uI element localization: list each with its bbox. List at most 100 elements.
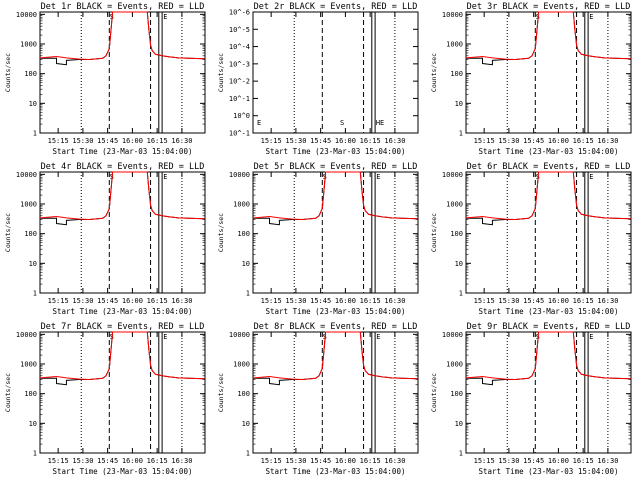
y-tick-label: 1 <box>459 290 463 298</box>
x-tick-label: 15:30 <box>285 297 306 305</box>
lld-series-line <box>465 331 632 381</box>
x-tick-label: 16:00 <box>122 297 143 305</box>
y-tick-label: 10 <box>455 260 463 268</box>
panel-title: Det 1r BLACK = Events, RED = LLD <box>41 2 205 12</box>
y-tick-label: 10^0 <box>233 112 250 120</box>
y-tick-label: 10 <box>242 420 250 428</box>
x-tick-label: 15:45 <box>97 457 118 465</box>
y-tick-label: 10 <box>29 420 37 428</box>
detector-panel: Det 5r BLACK = Events, RED = LLD Counts/s… <box>217 162 419 316</box>
detector-panel: Det 7r BLACK = Events, RED = LLD Counts/s… <box>4 322 206 476</box>
panel-title: Det 3r BLACK = Events, RED = LLD <box>467 2 631 12</box>
y-tick-label: 100 <box>24 390 37 398</box>
plot-frame <box>39 11 206 134</box>
lld-series-line <box>465 171 632 221</box>
y-tick-label: 10 <box>242 260 250 268</box>
x-tick-label: 16:30 <box>384 457 405 465</box>
x-tick-label: 16:30 <box>384 137 405 145</box>
detector-panel: Det 2r BLACK = Events, RED = LLD Counts/s… <box>217 2 419 156</box>
x-tick-label: 16:00 <box>548 137 569 145</box>
x-axis-label: Start Time (23-Mar-03 15:04:00) <box>266 307 406 316</box>
y-tick-label: 1 <box>246 290 250 298</box>
plot-frame <box>252 171 419 294</box>
lld-series-line <box>39 171 206 221</box>
plot-frame <box>39 171 206 294</box>
marker-letter: E <box>257 119 261 127</box>
y-tick-label: 1000 <box>233 361 250 369</box>
marker-letter: E <box>163 13 167 21</box>
x-tick-label: 15:45 <box>310 457 331 465</box>
y-axis-label: Counts/sec <box>430 53 438 92</box>
y-tick-label: 10000 <box>16 11 37 19</box>
y-tick-label: 10000 <box>229 331 250 339</box>
x-tick-label: 15:30 <box>285 457 306 465</box>
plot-frame <box>465 11 632 134</box>
x-tick-label: 15:45 <box>97 137 118 145</box>
x-tick-label: 15:45 <box>310 297 331 305</box>
y-tick-label: 10^-1 <box>229 95 250 103</box>
plot-frame <box>252 331 419 454</box>
events-series-line <box>466 11 632 66</box>
y-tick-label: 1 <box>33 290 37 298</box>
y-tick-label: 10^-5 <box>229 26 250 34</box>
x-tick-label: 15:30 <box>72 297 93 305</box>
x-tick-label: 15:30 <box>285 137 306 145</box>
y-tick-label: 10^-2 <box>229 78 250 86</box>
x-tick-label: 16:00 <box>548 457 569 465</box>
x-tick-label: 15:15 <box>48 457 69 465</box>
marker-letter: E <box>376 333 380 341</box>
y-tick-label: 10^-1 <box>229 130 250 138</box>
marker-letter: E <box>589 333 593 341</box>
x-tick-label: 16:30 <box>171 137 192 145</box>
x-tick-label: 16:15 <box>360 137 381 145</box>
y-axis-label: Counts/sec <box>4 53 12 92</box>
lld-series-line <box>39 11 206 61</box>
y-tick-label: 100 <box>237 390 250 398</box>
y-tick-label: 10^-4 <box>229 43 250 51</box>
y-axis-label: Counts/sec <box>217 53 225 92</box>
y-tick-label: 1 <box>33 450 37 458</box>
plot-frame <box>465 171 632 294</box>
x-tick-label: 15:30 <box>498 137 519 145</box>
lld-series-line <box>252 331 419 381</box>
panel-title: Det 6r BLACK = Events, RED = LLD <box>467 162 631 172</box>
y-axis-label: Counts/sec <box>217 373 225 412</box>
panel-title: Det 9r BLACK = Events, RED = LLD <box>467 322 631 332</box>
x-tick-label: 15:15 <box>48 297 69 305</box>
lld-series-line <box>252 171 419 221</box>
y-tick-label: 1 <box>246 450 250 458</box>
x-tick-label: 15:15 <box>261 137 282 145</box>
plot-frame <box>465 331 632 454</box>
x-tick-label: 16:00 <box>335 457 356 465</box>
events-series-line <box>466 331 632 386</box>
x-tick-label: 16:15 <box>147 137 168 145</box>
y-axis-label: Counts/sec <box>217 213 225 252</box>
panel-title: Det 8r BLACK = Events, RED = LLD <box>254 322 418 332</box>
y-tick-label: 1000 <box>20 201 37 209</box>
panel-title: Det 2r BLACK = Events, RED = LLD <box>254 2 418 12</box>
x-tick-label: 16:15 <box>573 297 594 305</box>
y-tick-label: 1 <box>33 130 37 138</box>
detector-panel: Det 3r BLACK = Events, RED = LLD Counts/s… <box>430 2 632 156</box>
x-axis-label: Start Time (23-Mar-03 15:04:00) <box>479 307 619 316</box>
detector-panel: Det 1r BLACK = Events, RED = LLD Counts/s… <box>4 2 206 156</box>
x-axis-label: Start Time (23-Mar-03 15:04:00) <box>266 467 406 476</box>
x-tick-label: 15:15 <box>48 137 69 145</box>
lld-series-line <box>465 11 632 61</box>
events-series-line <box>466 171 632 226</box>
detector-panel: Det 4r BLACK = Events, RED = LLD Counts/s… <box>4 162 206 316</box>
y-tick-label: 1000 <box>20 361 37 369</box>
y-tick-label: 100 <box>450 390 463 398</box>
x-tick-label: 15:15 <box>261 297 282 305</box>
x-axis-label: Start Time (23-Mar-03 15:04:00) <box>53 147 193 156</box>
plot-frame <box>39 331 206 454</box>
x-tick-label: 16:30 <box>384 297 405 305</box>
x-tick-label: 16:00 <box>122 457 143 465</box>
y-tick-label: 10000 <box>229 171 250 179</box>
x-tick-label: 16:30 <box>171 457 192 465</box>
x-tick-label: 16:00 <box>122 137 143 145</box>
panel-title: Det 5r BLACK = Events, RED = LLD <box>254 162 418 172</box>
events-series-line <box>253 171 419 226</box>
y-tick-label: 1000 <box>446 201 463 209</box>
